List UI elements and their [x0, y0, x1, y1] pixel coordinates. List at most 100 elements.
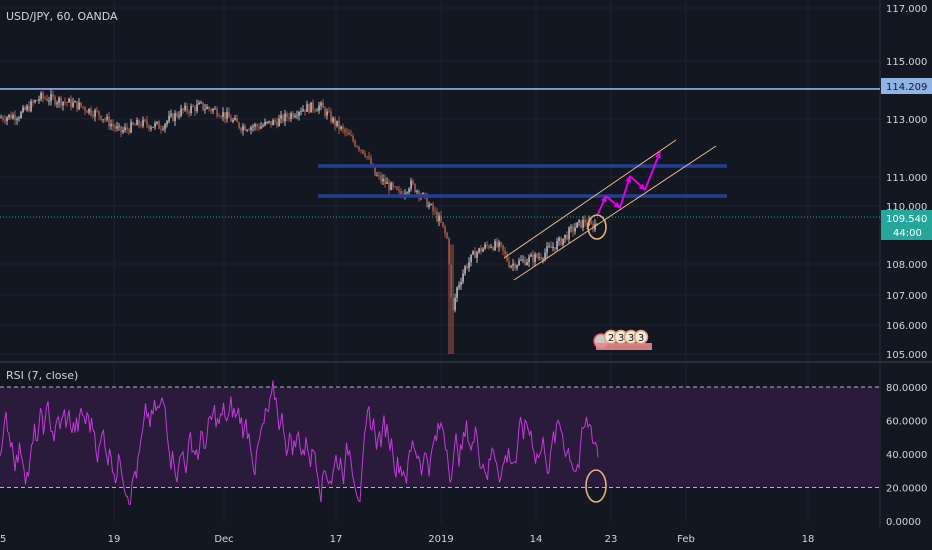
- candle-body: [12, 115, 14, 119]
- price-axis[interactable]: 117.000 115.000 113.000 111.000 110.000 108.0…: [886, 4, 927, 361]
- candle-body: [106, 116, 108, 120]
- last-price-badge: [881, 210, 932, 240]
- candle-body: [446, 233, 448, 239]
- candle-body: [86, 110, 88, 113]
- candle-body: [512, 263, 514, 266]
- candle-body: [478, 248, 480, 253]
- time-tick-label: Feb: [677, 534, 695, 545]
- candle-body: [394, 186, 396, 188]
- resistance-price-label: 114.209: [886, 82, 927, 93]
- candle-body: [92, 114, 94, 117]
- candle-body: [392, 182, 394, 187]
- candle-body: [412, 180, 414, 184]
- candle-body: [198, 102, 200, 105]
- candle-body: [544, 252, 546, 259]
- candle-body: [342, 126, 344, 129]
- candle-body: [428, 204, 430, 207]
- candle-body: [74, 101, 76, 103]
- candle-body: [326, 111, 328, 116]
- candle-body: [146, 120, 148, 126]
- candle-body: [354, 140, 356, 147]
- candle-body: [260, 126, 262, 129]
- candle-body: [388, 182, 390, 191]
- drawings-layer[interactable]: [503, 139, 717, 281]
- candle-body: [370, 157, 372, 166]
- candle-body: [250, 127, 252, 131]
- candle-body: [450, 264, 452, 298]
- candle-body: [510, 265, 512, 267]
- candle-body: [300, 111, 302, 113]
- candle-body: [580, 220, 582, 228]
- candle-body: [196, 104, 198, 112]
- candle-body: [270, 121, 272, 126]
- candle-body: [374, 166, 376, 176]
- candle-body: [356, 146, 358, 148]
- candle-body: [596, 223, 598, 225]
- price-tick-label: 110.000: [886, 202, 927, 213]
- candle-body: [306, 104, 308, 112]
- rsi-pane[interactable]: [0, 380, 880, 505]
- candle-body: [238, 122, 240, 129]
- candle-body: [592, 223, 594, 230]
- candle-body: [468, 262, 470, 268]
- candle-body: [212, 109, 214, 112]
- candle-body: [162, 128, 164, 130]
- candle-body: [244, 125, 246, 131]
- price-pane[interactable]: [0, 88, 880, 354]
- projection-arrow-1: [605, 195, 621, 209]
- candle-body: [406, 192, 408, 194]
- rsi-axis[interactable]: 80.0000 60.0000 40.0000 20.0000 0.0000: [886, 383, 927, 528]
- candle-body: [524, 259, 526, 266]
- candle-body: [568, 228, 570, 240]
- candle-body: [502, 244, 504, 251]
- candle-body: [76, 101, 78, 110]
- candle-body: [88, 108, 90, 113]
- candle-body: [64, 101, 66, 103]
- candle-body: [472, 251, 474, 255]
- candle-body: [44, 97, 46, 99]
- candle-body: [448, 238, 450, 265]
- candle-body: [246, 129, 248, 131]
- candle-body: [168, 115, 170, 122]
- candle-body: [346, 132, 348, 134]
- candle-body: [112, 124, 114, 127]
- candle-body: [462, 273, 464, 282]
- candle-body: [398, 189, 400, 192]
- candle-body: [6, 117, 8, 122]
- candle-body: [548, 246, 550, 248]
- candle-body: [558, 237, 560, 241]
- candle-body: [140, 124, 142, 127]
- candle-body: [10, 114, 12, 119]
- candle-body: [274, 120, 276, 122]
- candle-body: [84, 107, 86, 111]
- candle-body: [180, 108, 182, 116]
- candle-body: [386, 182, 388, 184]
- candle-body: [508, 260, 510, 267]
- candle-body: [108, 116, 110, 127]
- candle-body: [194, 106, 196, 112]
- candle-body: [138, 119, 140, 125]
- candle-body: [378, 175, 380, 177]
- candle-body: [554, 247, 556, 250]
- time-tick-label: 19: [108, 534, 121, 545]
- candle-body: [332, 118, 334, 122]
- candle-body: [486, 244, 488, 246]
- candle-body: [424, 193, 426, 195]
- candle-body: [298, 112, 300, 116]
- candle-body: [38, 99, 40, 101]
- candle-body: [282, 115, 284, 122]
- candle-body: [148, 125, 150, 129]
- candle-body: [582, 219, 584, 228]
- candle-body: [312, 102, 314, 110]
- time-axis[interactable]: 5 19 Dec 17 2019 14 23 Feb 18: [0, 534, 814, 545]
- candle-body: [454, 297, 456, 311]
- candle-body: [498, 242, 500, 247]
- projection-arrow-0: [597, 195, 607, 215]
- candle-body: [466, 266, 468, 268]
- candle-body: [526, 262, 528, 266]
- time-tick-label: 17: [330, 534, 343, 545]
- candle-body: [550, 246, 552, 248]
- candle-body: [516, 265, 518, 269]
- candle-body: [438, 215, 440, 222]
